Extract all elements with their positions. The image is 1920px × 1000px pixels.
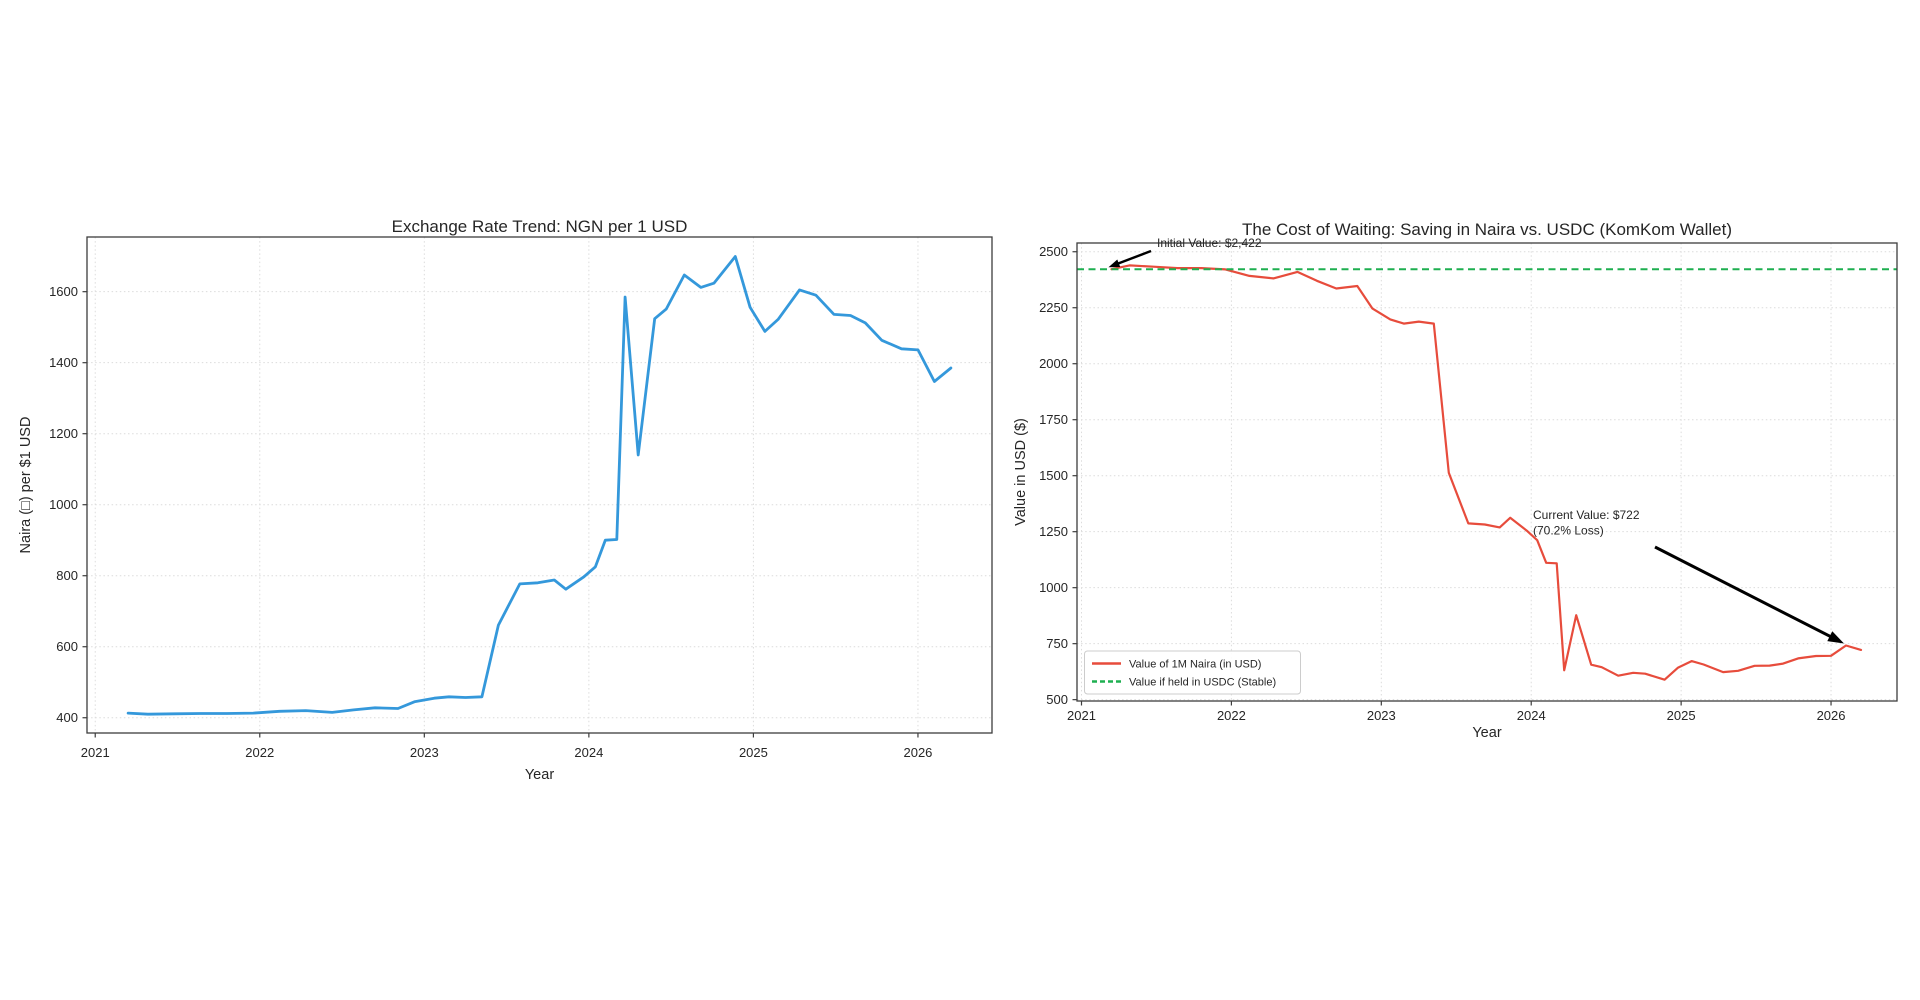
y-tick-label: 2500: [1039, 244, 1068, 259]
annotation-text: (70.2% Loss): [1533, 524, 1604, 538]
y-tick-label: 1250: [1039, 524, 1068, 539]
x-tick-label: 2022: [245, 745, 274, 760]
y-tick-label: 1200: [49, 426, 78, 441]
x-tick-label: 2021: [81, 745, 110, 760]
legend: Value of 1M Naira (in USD) Value if held …: [1084, 650, 1301, 695]
y-tick-label: 400: [56, 710, 78, 725]
x-axis-label: Year: [525, 767, 554, 783]
x-tick-label: 2024: [574, 745, 603, 760]
plot-border: [86, 236, 993, 734]
x-tick-label: 2026: [903, 745, 932, 760]
right-chart: 2021 2022 2023 2024 2025 2026 500 750 1000 1250 15…: [1013, 220, 1898, 741]
chart-title: The Cost of Waiting: Saving in Naira vs.…: [1242, 220, 1732, 239]
x-tick-label: 2023: [410, 745, 439, 760]
annotation-text: Current Value: $722: [1533, 508, 1640, 522]
annotation-arrow-head: [1108, 259, 1121, 268]
y-tick-label: 1750: [1039, 412, 1068, 427]
y-tick-label: 750: [1046, 636, 1068, 651]
y-tick-label: 2000: [1039, 356, 1068, 371]
annotation-arrow-head: [1827, 631, 1845, 644]
x-tick-label: 2025: [1667, 708, 1696, 723]
x-tick-label: 2022: [1217, 708, 1246, 723]
x-axis-label: Year: [1472, 725, 1501, 741]
tick-marks: [1072, 251, 1832, 706]
y-axis-label: Naira (□) per $1 USD: [18, 417, 34, 554]
chart-title: Exchange Rate Trend: NGN per 1 USD: [392, 217, 688, 236]
plot-border: [1076, 242, 1898, 702]
y-tick-label: 1000: [49, 497, 78, 512]
annotation-current-value: Current Value: $722 (70.2% Loss): [1533, 508, 1845, 644]
x-tick-label: 2024: [1517, 708, 1546, 723]
legend-label: Value if held in USDC (Stable): [1129, 677, 1276, 689]
x-tick-label: 2026: [1817, 708, 1846, 723]
gridlines: [87, 237, 992, 733]
legend-box: [1084, 650, 1301, 695]
y-axis-label: Value in USD ($): [1013, 418, 1029, 526]
y-tick-label: 1400: [49, 355, 78, 370]
annotation-arrow-shaft: [1116, 249, 1152, 266]
x-tick-label: 2023: [1367, 708, 1396, 723]
y-tick-label: 800: [56, 568, 78, 583]
tick-marks: [82, 291, 919, 738]
annotation-initial-value: Initial Value: $2,422: [1108, 236, 1262, 268]
legend-label: Value of 1M Naira (in USD): [1129, 659, 1261, 671]
annotation-arrow-shaft: [1654, 545, 1833, 639]
ngn-rate-line: [126, 255, 953, 716]
annotation-text: Initial Value: $2,422: [1157, 236, 1262, 250]
y-tick-label: 1500: [1039, 468, 1068, 483]
y-tick-label: 1600: [49, 284, 78, 299]
naira-value-line: [1110, 264, 1863, 681]
x-tick-label: 2025: [739, 745, 768, 760]
gridlines: [1077, 243, 1897, 701]
x-tick-label: 2021: [1067, 708, 1096, 723]
y-tick-label: 2250: [1039, 300, 1068, 315]
y-tick-label: 500: [1046, 692, 1068, 707]
y-tick-label: 1000: [1039, 580, 1068, 595]
y-tick-label: 600: [56, 639, 78, 654]
left-chart: 2021 2022 2023 2024 2025 2026 400 600 800 1000 120…: [18, 217, 993, 783]
